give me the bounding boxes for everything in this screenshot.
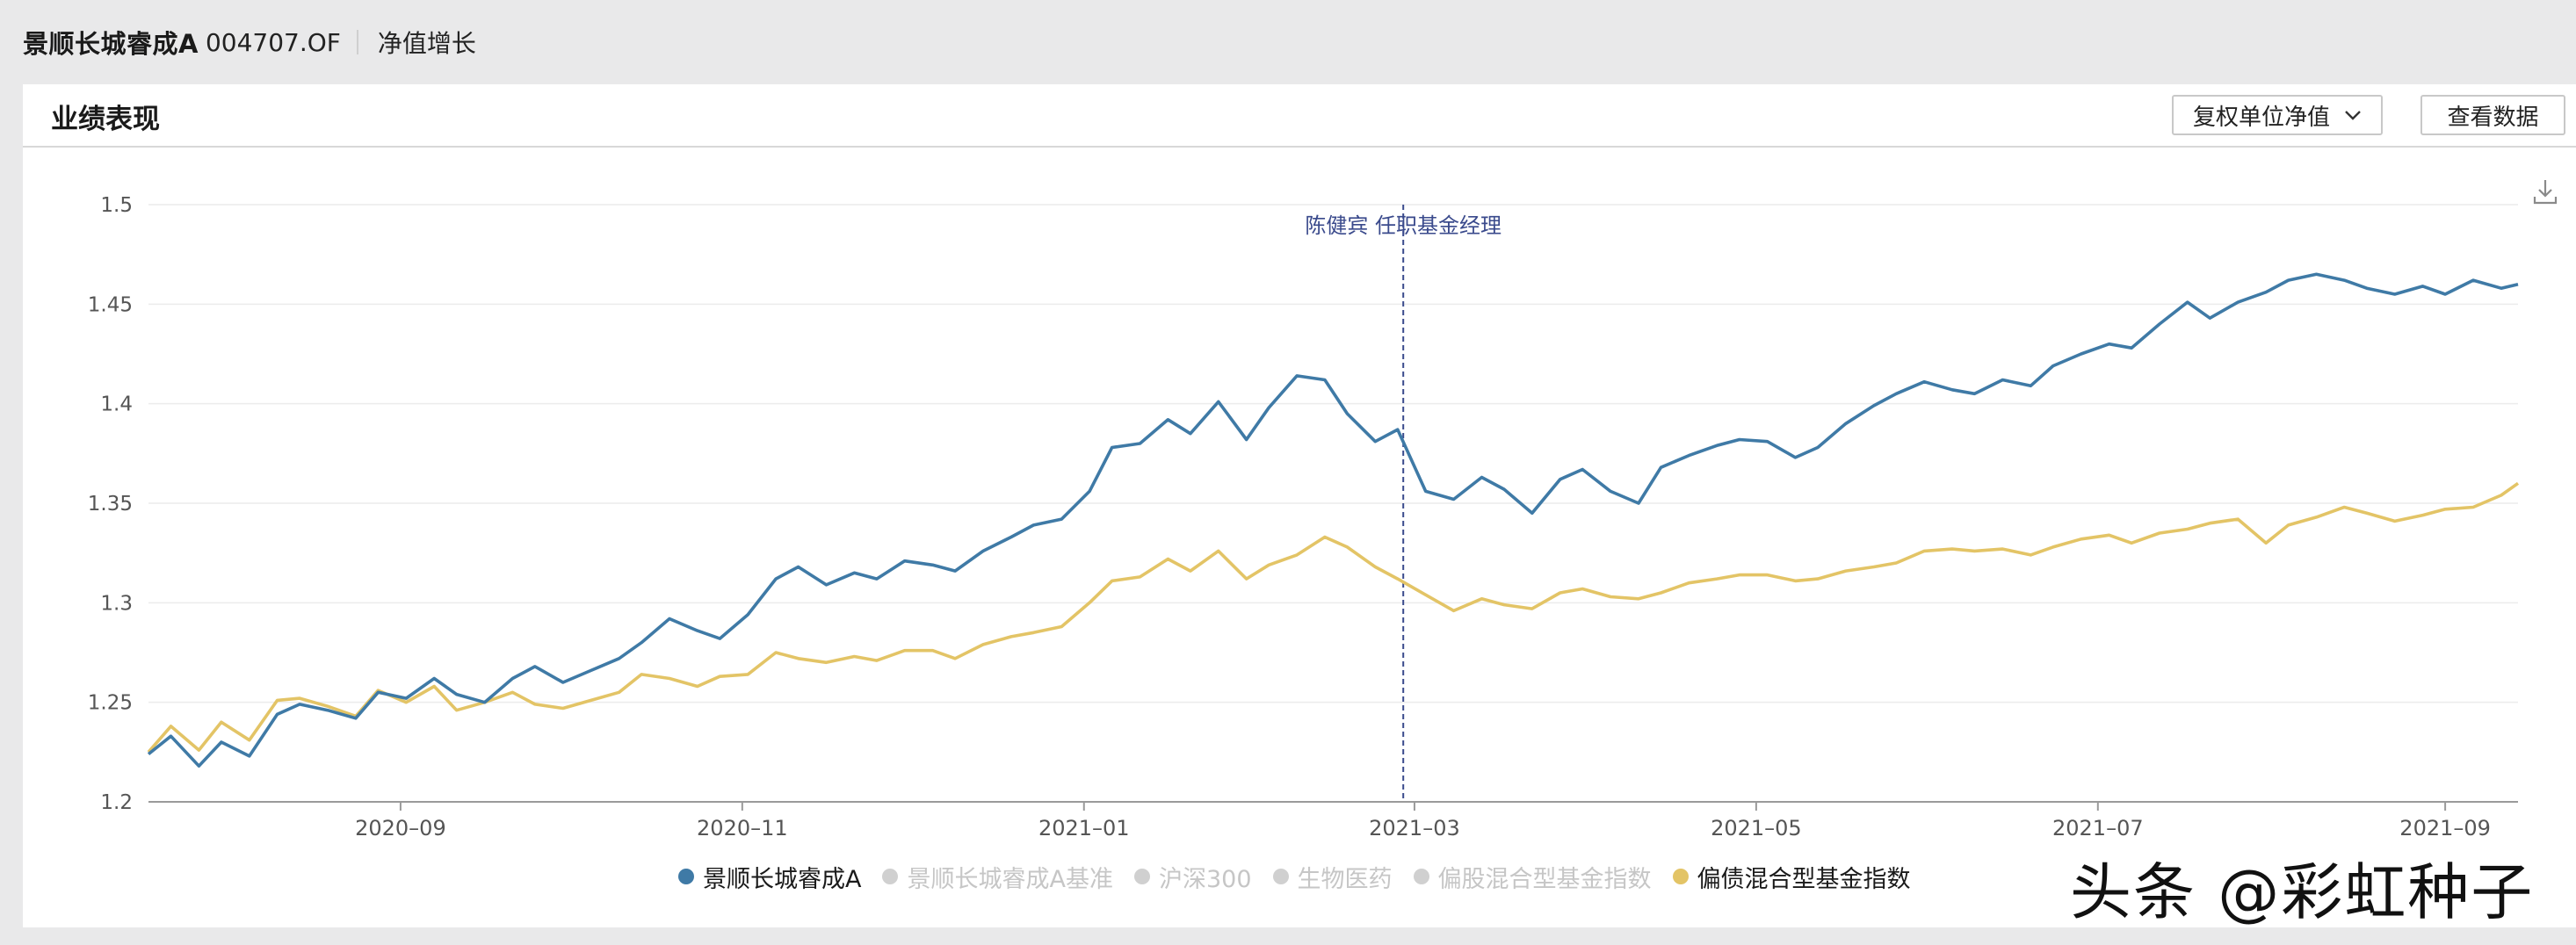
legend-item[interactable]: 景顺长城睿成A基准 — [882, 860, 1113, 894]
x-tick-label: 2021–05 — [1711, 816, 1802, 840]
legend-label: 偏股混合型基金指数 — [1437, 865, 1652, 893]
y-tick-label: 1.4 — [100, 393, 133, 416]
series-line — [147, 272, 2519, 768]
legend-label: 景顺长城睿成A基准 — [907, 865, 1113, 893]
fund-name: 景顺长城睿成A — [23, 29, 199, 59]
legend-label: 沪深300 — [1158, 865, 1252, 893]
legend-label: 生物医药 — [1297, 865, 1393, 893]
fund-code: 004707.OF — [205, 27, 341, 57]
y-tick-label: 1.25 — [88, 692, 133, 715]
legend-label: 景顺长城睿成A — [703, 865, 862, 893]
download-icon[interactable] — [2532, 177, 2558, 209]
x-tick-label: 2021–03 — [1369, 816, 1460, 840]
legend-item[interactable]: 沪深300 — [1133, 860, 1252, 894]
legend-dot — [678, 869, 694, 884]
nav-type-select-label: 复权单位净值 — [2193, 104, 2331, 131]
y-tick-label: 1.2 — [100, 791, 133, 814]
x-tick-label: 2021–07 — [2052, 816, 2144, 840]
header-divider — [356, 30, 358, 54]
legend-item[interactable]: 生物医药 — [1272, 860, 1393, 894]
performance-panel: 业绩表现 复权单位净值 查看数据 1.2 1.25 1.3 1.35 1.4 1.45 1.… — [23, 84, 2576, 927]
x-tick-label: 2020–09 — [355, 816, 446, 840]
watermark-text: 头条 @彩虹种子 — [2070, 856, 2535, 928]
x-tick-label: 2021–01 — [1038, 816, 1130, 840]
manager-change-label: 陈健宾 任职基金经理 — [1305, 213, 1501, 238]
x-tick-label: 2020–11 — [697, 816, 788, 840]
y-tick-label: 1.3 — [100, 592, 133, 615]
tab-nav-growth[interactable]: 净值增长 — [377, 29, 476, 58]
legend-dot — [1133, 869, 1150, 884]
panel-header: 业绩表现 复权单位净值 查看数据 — [23, 84, 2576, 148]
chart-legend: 景顺长城睿成A 景顺长城睿成A基准 沪深300 生物医药 偏股混合型基金指数 偏债混合型基… — [23, 857, 2576, 896]
performance-line-chart: 1.2 1.25 1.3 1.35 1.4 1.45 1.5 2020–09 2020–11 20… — [88, 194, 2520, 840]
y-tick-label: 1.5 — [100, 194, 133, 217]
view-data-label: 查看数据 — [2447, 104, 2539, 131]
legend-dot — [1272, 869, 1289, 884]
nav-type-select[interactable]: 复权单位净值 — [2172, 95, 2383, 135]
legend-dot — [1413, 869, 1429, 884]
view-data-button[interactable]: 查看数据 — [2420, 95, 2565, 135]
chevron-down-icon — [2344, 110, 2362, 120]
legend-dot — [1672, 869, 1689, 884]
x-tick-label: 2021–09 — [2399, 816, 2491, 840]
legend-item[interactable]: 景顺长城睿成A — [678, 860, 861, 894]
panel-title: 业绩表现 — [51, 104, 160, 135]
series-line — [147, 481, 2520, 754]
legend-label: 偏债混合型基金指数 — [1697, 865, 1911, 893]
legend-dot — [882, 869, 899, 884]
legend-item[interactable]: 偏债混合型基金指数 — [1672, 860, 1911, 894]
y-tick-label: 1.35 — [88, 493, 133, 516]
fund-header: 景顺长城睿成A 004707.OF 净值增长 — [0, 0, 2576, 84]
legend-item[interactable]: 偏股混合型基金指数 — [1413, 860, 1652, 894]
y-tick-label: 1.45 — [88, 293, 133, 316]
